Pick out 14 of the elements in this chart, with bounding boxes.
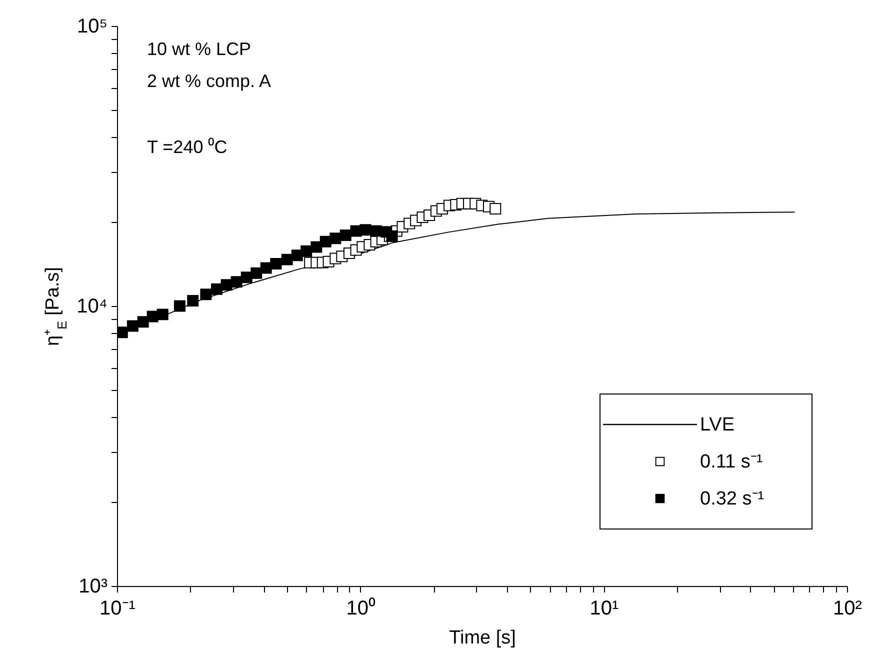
x-tick-label: 10¹: [590, 598, 619, 620]
x-tick-label: 10⁻¹: [100, 598, 136, 620]
y-tick-label: 10³: [78, 576, 108, 598]
legend-label: 0.32 s⁻¹: [700, 488, 764, 510]
x-tick-label: 10⁰: [346, 596, 376, 620]
annotation: 2 wt % comp. A: [147, 71, 272, 91]
x-tick-label: 10²: [833, 598, 862, 620]
x-axis-title: Time [s]: [449, 628, 516, 648]
y-tick-label: 10⁵: [76, 16, 108, 38]
y-tick-label: 10⁴: [76, 296, 108, 318]
annotation: T =240 ⁰C: [147, 137, 228, 157]
annotation: 10 wt % LCP: [147, 39, 252, 59]
legend-label: 0.11 s⁻¹: [700, 452, 763, 472]
legend-label: LVE: [700, 414, 735, 436]
